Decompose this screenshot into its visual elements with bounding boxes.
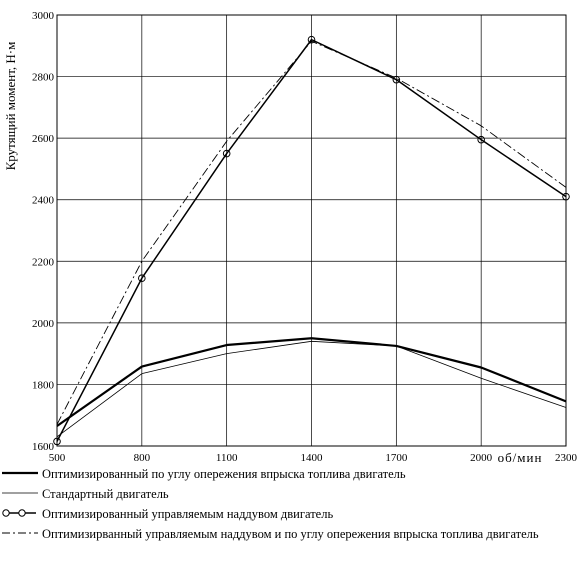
plot-frame [56,14,567,447]
series-optimized-injection [56,337,567,427]
data-point-marker [222,149,231,158]
x-tick-label: 800 [134,452,151,464]
x-tick-label: 1400 [301,452,324,464]
y-tick-label: 1800 [32,379,55,391]
data-point-marker [307,35,316,44]
legend-item-standard: Стандартный двигатель [0,486,579,506]
legend-item-optimized-boost-injection: Оптимизирванный управляемым наддувом и п… [0,526,579,566]
x-tick-label: 1100 [216,452,238,464]
data-point-marker [138,274,146,283]
y-tick-label: 2200 [32,256,55,268]
data-point-marker [477,135,485,144]
legend-label: Оптимизированный по углу опережения впры… [42,467,406,481]
y-axis-label: Крутящий момент, Н·м [3,42,18,171]
torque-chart: 500 800 1100 1400 1700 2000 2300 1600 1800 2000 2… [3,10,578,465]
y-tick-label: 2600 [32,133,55,145]
data-point-marker [562,192,570,201]
x-tick-label: 500 [49,452,66,464]
series-standard [56,340,567,438]
y-tick-label: 1600 [32,441,55,453]
legend-label: Оптимизированный управляемым наддувом дв… [42,507,334,521]
legend-swatch-thick-solid [2,471,38,475]
series-optimized-boost-injection [56,40,567,425]
y-tick-label: 3000 [32,10,55,22]
y-tick-label: 2000 [32,318,55,330]
legend-label: Стандартный двигатель [42,487,169,501]
x-tick-label: 1700 [385,452,408,464]
y-tick-label: 2800 [32,72,55,84]
x-axis-label: об/мин [498,450,543,465]
y-tick-label: 2400 [32,195,55,207]
y-axis-ticks: 1600 1800 2000 2200 2400 2600 2800 3000 [32,10,55,453]
legend-swatch-dash-dot [2,532,38,534]
x-tick-label: 2300 [555,452,578,464]
x-tick-label: 2000 [470,452,493,464]
legend: Оптимизированный по углу опережения впры… [0,466,579,566]
data-point-marker [53,437,61,446]
data-point-marker [392,75,401,84]
legend-label: Оптимизирванный управляемым наддувом и п… [42,527,539,541]
legend-swatch-thin-solid [2,492,38,494]
series-lines [53,35,570,446]
legend-item-optimized-boost: Оптимизированный управляемым наддувом дв… [0,506,579,526]
legend-swatch-circle-markers [2,509,36,517]
legend-item-optimized-injection: Оптимизированный по углу опережения впры… [0,466,579,486]
x-axis-ticks: 500 800 1100 1400 1700 2000 2300 [49,452,578,464]
series-optimized-boost [56,38,567,442]
